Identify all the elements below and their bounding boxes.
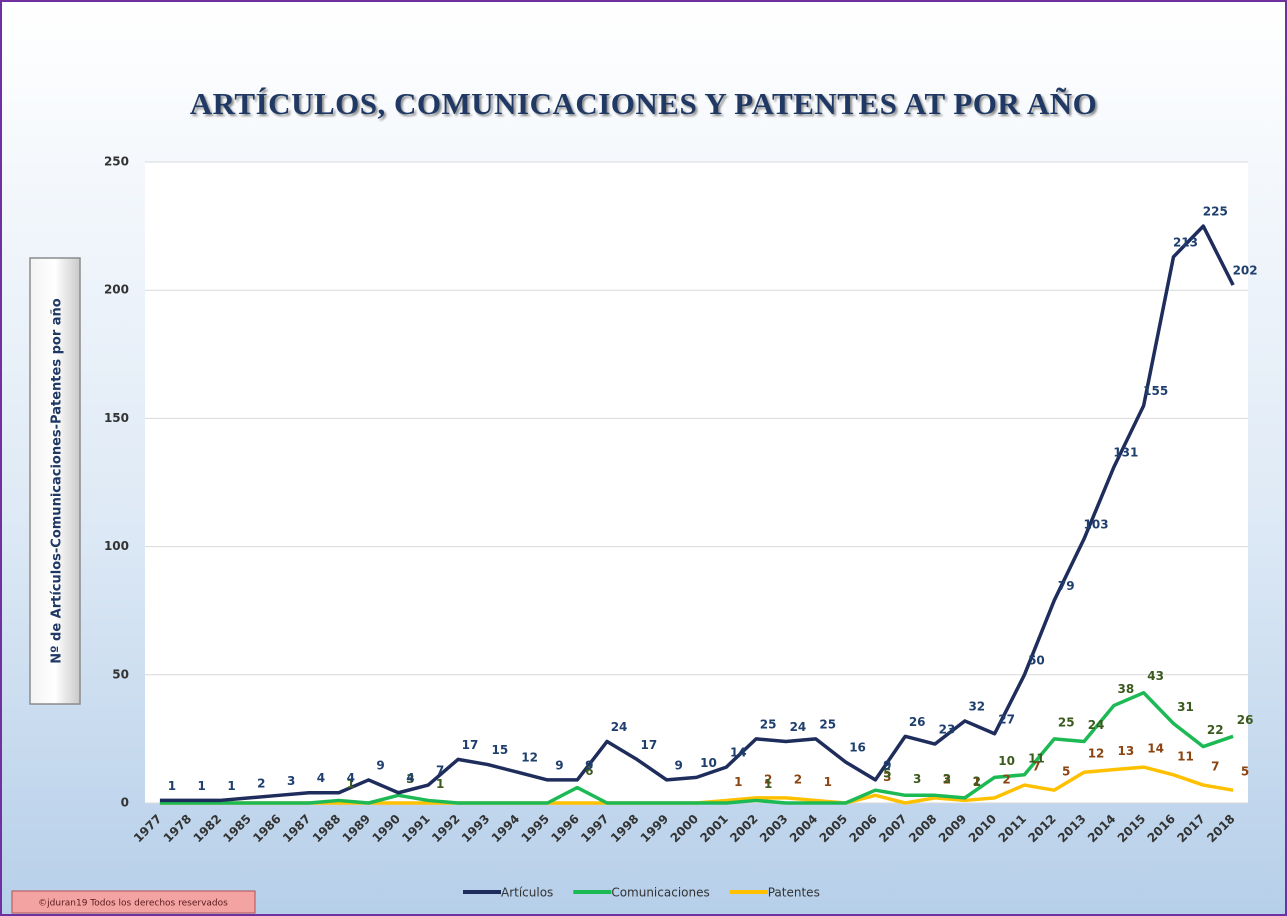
data-label: 1 [198, 779, 206, 793]
data-label: 15 [491, 743, 508, 757]
data-label: 17 [462, 738, 479, 752]
plot-area [145, 162, 1248, 803]
data-label: 155 [1143, 384, 1168, 398]
data-label: 131 [1113, 446, 1138, 460]
data-label: 26 [909, 715, 926, 729]
y-tick-label: 200 [104, 283, 129, 297]
data-label: 4 [317, 771, 325, 785]
data-label: 5 [1241, 765, 1249, 779]
data-label: 25 [819, 717, 836, 731]
y-tick-label: 250 [104, 155, 129, 169]
legend-label: Comunicaciones [611, 886, 709, 900]
data-label: 17 [641, 738, 658, 752]
data-label: 1 [436, 777, 444, 791]
data-label: 2 [794, 772, 802, 786]
data-label: 9 [585, 758, 593, 772]
data-label: 50 [1028, 653, 1045, 667]
data-label: 5 [883, 767, 891, 781]
data-label: 23 [939, 723, 956, 737]
data-label: 11 [1028, 751, 1045, 765]
data-label: 25 [760, 717, 777, 731]
data-label: 12 [521, 751, 538, 765]
data-label: 27 [998, 712, 1015, 726]
footer-box [11, 890, 256, 914]
data-label: 24 [611, 720, 628, 734]
data-label: 13 [1117, 744, 1134, 758]
data-label: 9 [675, 758, 683, 772]
data-label: 11 [1177, 749, 1194, 763]
data-label: 24 [1088, 718, 1105, 732]
line [159, 690, 1234, 805]
data-label: 16 [849, 740, 866, 754]
y-tick-label: 0 [121, 796, 129, 810]
y-axis-label: Nº de Artículos-Comunicaciones-Patentes … [50, 298, 65, 664]
data-label: 4 [406, 771, 414, 785]
data-label: 1 [227, 779, 235, 793]
data-label: 3 [913, 772, 921, 786]
data-label: 1 [347, 777, 355, 791]
data-label: 3 [406, 772, 414, 786]
data-label: 202 [1233, 264, 1258, 278]
data-label: 31 [1177, 700, 1194, 714]
data-label: 1 [824, 775, 832, 789]
data-label: 32 [968, 699, 985, 713]
data-label: 3 [287, 774, 295, 788]
footer: ©jduran19 Todos los derechos reservados [38, 899, 228, 909]
data-label: 2 [1002, 772, 1010, 786]
data-label: 1 [734, 775, 742, 789]
data-label: 24 [790, 720, 807, 734]
data-label: 12 [1088, 747, 1105, 761]
data-label: 2 [257, 776, 265, 790]
data-label: 43 [1147, 669, 1164, 683]
data-label: 10 [700, 756, 717, 770]
data-label: 2 [764, 772, 772, 786]
data-label: 9 [555, 758, 563, 772]
chart-title: ARTÍCULOS, COMUNICACIONES Y PATENTES AT … [189, 86, 1098, 121]
data-label: 3 [943, 772, 951, 786]
data-label: 6 [585, 764, 593, 778]
y-axis-label-box [29, 257, 81, 705]
y-tick-label: 100 [104, 539, 129, 553]
data-label: 79 [1058, 579, 1075, 593]
data-label: 9 [883, 758, 891, 772]
data-label: 2 [973, 774, 981, 788]
data-label: 1 [764, 777, 772, 791]
data-label: 7 [436, 764, 444, 778]
line [159, 224, 1235, 803]
data-label: 22 [1207, 723, 1224, 737]
data-label: 1 [973, 775, 981, 789]
data-label: 103 [1084, 517, 1109, 531]
data-label: 5 [1062, 765, 1070, 779]
data-label: 14 [730, 746, 747, 760]
data-label: 26 [1237, 713, 1254, 727]
data-label: 7 [1211, 760, 1219, 774]
data-label: 14 [1147, 742, 1164, 756]
legend-label: Artículos [501, 886, 553, 900]
data-label: 1 [168, 779, 176, 793]
data-label: 25 [1058, 715, 1075, 729]
data-label: 3 [883, 770, 891, 784]
y-tick-label: 150 [104, 411, 129, 425]
data-label: 225 [1203, 205, 1228, 219]
legend: Artículos Comunicaciones Patentes [463, 886, 820, 900]
data-label: 7 [1032, 760, 1040, 774]
legend-label: Patentes [768, 886, 820, 900]
series [159, 224, 1235, 805]
data-label: 213 [1173, 235, 1198, 249]
data-label: 9 [376, 758, 384, 772]
data-label: 38 [1117, 682, 1134, 696]
y-tick-label: 50 [112, 667, 129, 681]
data-label: 4 [347, 771, 355, 785]
data-label: 10 [998, 754, 1015, 768]
data-label: 2 [943, 772, 951, 786]
